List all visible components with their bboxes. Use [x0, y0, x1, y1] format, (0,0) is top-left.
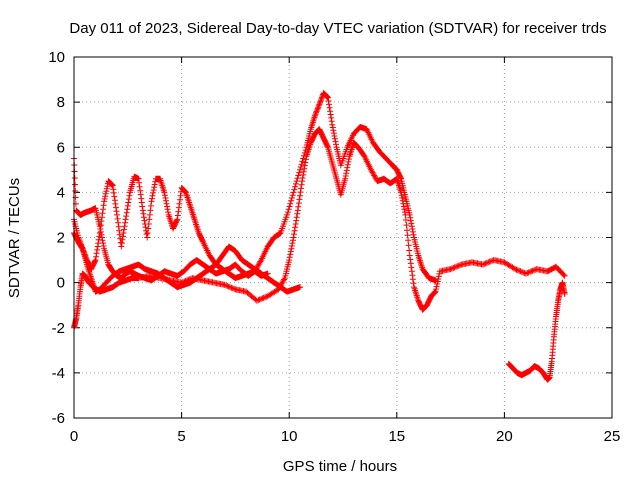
series-trace-c — [71, 173, 271, 282]
y-tick-label: -4 — [52, 365, 65, 382]
x-axis-label: GPS time / hours — [283, 458, 397, 475]
x-tick-label: 5 — [177, 428, 185, 445]
x-tick-label: 25 — [604, 428, 621, 445]
chart-title: Day 011 of 2023, Sidereal Day-to-day VTE… — [69, 20, 606, 37]
y-tick-label: 6 — [57, 139, 65, 156]
data-point-markers — [505, 279, 568, 383]
plot-points — [71, 90, 568, 383]
x-tick-label: 10 — [281, 428, 298, 445]
y-tick-label: 10 — [48, 49, 65, 66]
y-tick-label: -2 — [52, 320, 65, 337]
grid-lines — [73, 56, 613, 419]
series-trace-b — [71, 90, 439, 284]
y-tick-label: 8 — [57, 94, 65, 111]
data-point-markers — [71, 173, 271, 282]
y-tick-label: 2 — [57, 230, 65, 247]
data-point-markers — [71, 90, 439, 284]
y-tick-label: 4 — [57, 184, 65, 201]
y-axis-label: SDTVAR / TECUs — [6, 178, 23, 298]
y-tick-label: -6 — [52, 410, 65, 427]
series-trace-e — [505, 279, 568, 383]
x-tick-labels: 0 5 10 15 20 25 — [70, 428, 621, 445]
y-tick-label: 0 — [57, 275, 65, 292]
plot-frame — [73, 56, 613, 419]
y-tick-labels: -6 -4 -2 0 2 4 6 8 10 — [48, 49, 65, 427]
x-tick-label: 20 — [496, 428, 513, 445]
x-tick-label: 15 — [388, 428, 405, 445]
x-tick-label: 0 — [70, 428, 78, 445]
